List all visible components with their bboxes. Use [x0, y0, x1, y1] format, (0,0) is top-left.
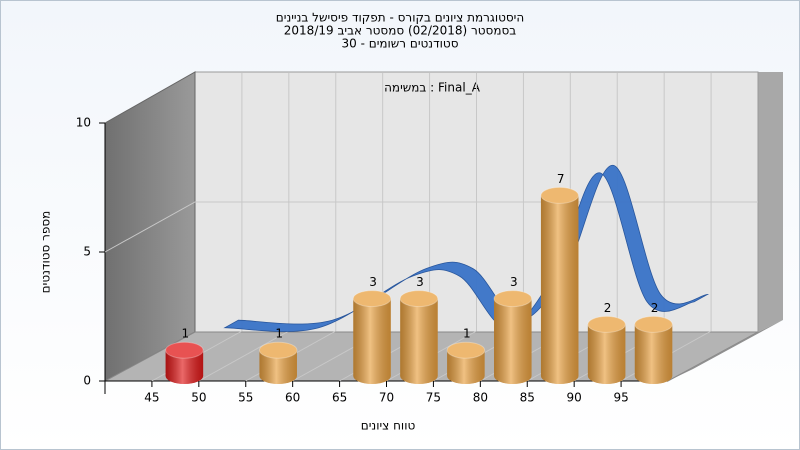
bar-top-shine: [494, 290, 532, 307]
bar: [352, 290, 392, 384]
bar: [587, 315, 626, 384]
bar: [634, 315, 673, 384]
bar: [540, 186, 579, 384]
trend-ribbon: [223, 164, 708, 332]
bar-shade: [400, 298, 438, 384]
bar-shade: [634, 324, 673, 384]
bar-shade: [259, 350, 297, 384]
bar-top: [446, 341, 486, 359]
annotation: במשימה : Final_A: [384, 81, 481, 95]
x-tick-label: 45: [144, 391, 159, 405]
bar-value-label: 3: [416, 275, 424, 289]
bar-top: [352, 290, 392, 308]
bar-value-label: 3: [369, 275, 377, 289]
x-tick-label: 50: [191, 391, 206, 405]
bar-top-shine: [634, 316, 673, 333]
bar-top: [540, 186, 579, 204]
x-tick-label: 90: [567, 391, 582, 405]
bar-shade: [447, 350, 485, 384]
floor-edge: [668, 320, 783, 381]
y-tick-label: 10: [76, 116, 91, 130]
x-axis-label: טווח ציונים: [361, 419, 416, 433]
x-tick-label: 55: [238, 391, 253, 405]
y-tick-label: 5: [83, 245, 91, 259]
x-tick-label: 75: [426, 391, 441, 405]
bar-top-shine: [587, 316, 626, 333]
bar-top-shine: [540, 187, 579, 204]
bar-value-label: 2: [604, 301, 612, 315]
y-tick-label: 0: [83, 374, 91, 388]
x-tick-label: 95: [613, 391, 628, 405]
bar-value-label: 1: [275, 327, 283, 341]
bar: [493, 290, 533, 384]
bar-value-label: 1: [463, 327, 471, 341]
bar-shade: [353, 298, 391, 384]
x-tick-label: 80: [473, 391, 488, 405]
bar-shade: [494, 298, 532, 384]
bar-top-shine: [165, 342, 204, 359]
bar: [446, 341, 486, 384]
bar-value-label: 3: [510, 275, 518, 289]
bar-top: [493, 290, 533, 308]
bar-top-shine: [447, 342, 485, 359]
x-tick-label: 70: [379, 391, 394, 405]
bar-value-label: 1: [182, 327, 190, 341]
title-line: בסמסטר (02/2018) סמסטר אביב 2018/19: [284, 24, 516, 38]
title-line: היסטוגרמת ציונים בקורס - תפקוד פיסישל בנ…: [276, 11, 524, 25]
bar-top: [258, 341, 298, 359]
bar: [165, 341, 204, 384]
bar-top-shine: [353, 290, 391, 307]
x-tick-label: 60: [285, 391, 300, 405]
y-axis-label: מספר סטודנטים: [39, 211, 53, 294]
x-tick-label: 65: [332, 391, 347, 405]
bar-top-shine: [259, 342, 297, 359]
bar-top: [634, 315, 673, 333]
bar-top: [399, 290, 439, 308]
bar-shade: [165, 350, 204, 384]
bar: [258, 341, 298, 384]
bar: [399, 290, 439, 384]
bar-top: [165, 341, 204, 359]
bar-value-label: 7: [557, 172, 565, 186]
bar-value-label: 2: [651, 301, 659, 315]
bar-shade: [587, 324, 626, 384]
plot: 1 1 3 3 1 3 7 2 2: [165, 164, 708, 384]
bar-shade: [540, 195, 579, 384]
bar-top-shine: [400, 290, 438, 307]
x-tick-label: 85: [520, 391, 535, 405]
title-line: סטודנטים רשומים - 30: [341, 37, 458, 51]
bar-top: [587, 315, 626, 333]
